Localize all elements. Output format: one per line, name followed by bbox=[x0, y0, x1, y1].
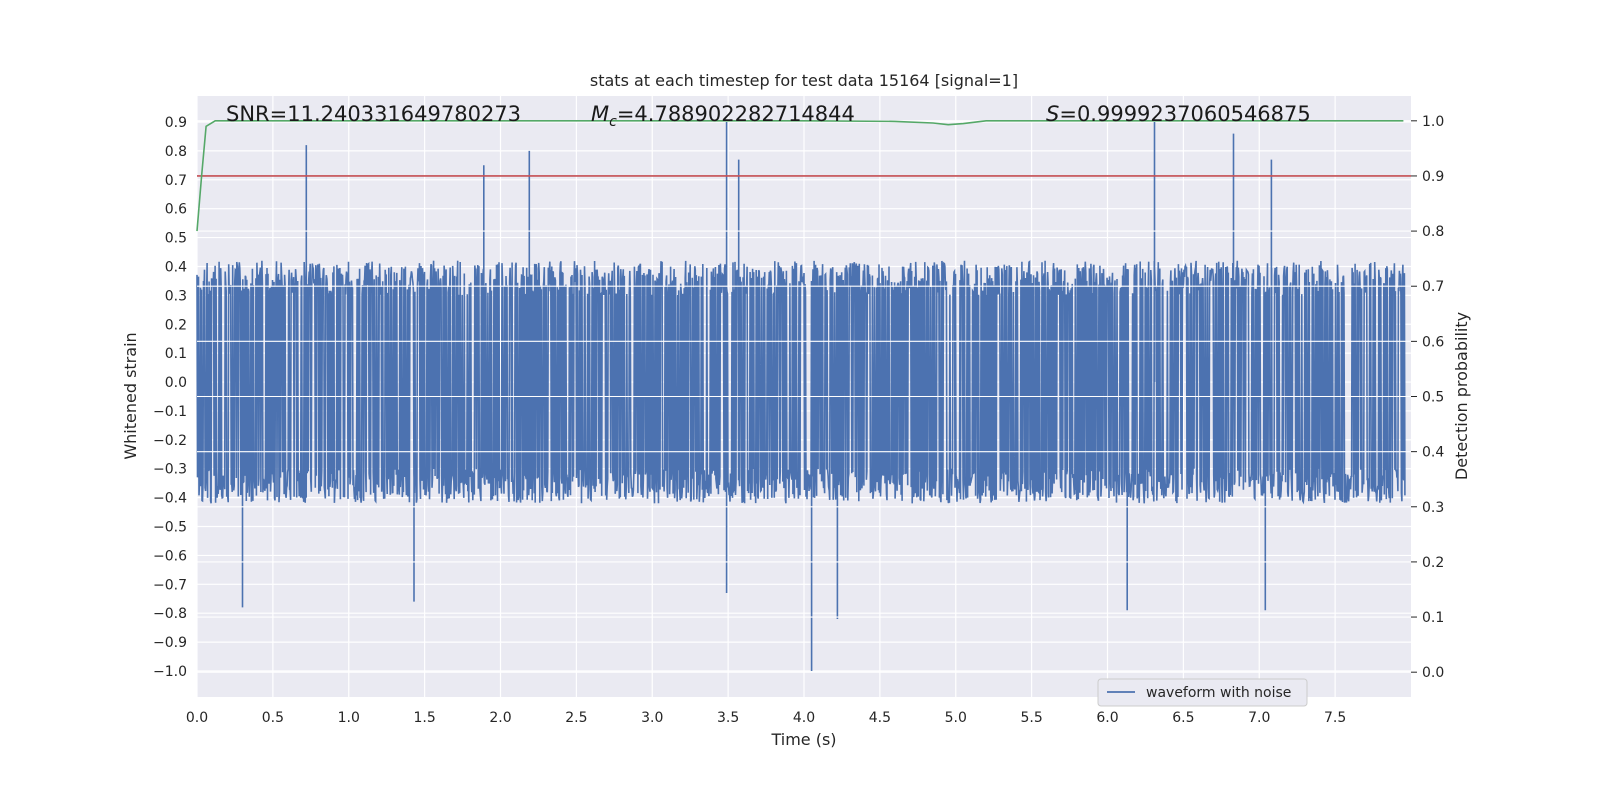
x-axis-label: Time (s) bbox=[770, 730, 836, 749]
x-tick-label: 6.5 bbox=[1172, 710, 1194, 726]
x-tick-label: 7.5 bbox=[1324, 710, 1346, 726]
x-tick-label: 2.5 bbox=[565, 710, 587, 726]
right-y-tick-labels: 0.0 0.1 0.2 0.3 0.4 0.5 0.6 0.7 0.8 0.9 1.0 bbox=[1411, 114, 1444, 681]
left-y-tick-label: −0.5 bbox=[153, 520, 187, 536]
left-y-tick-label: 0.2 bbox=[165, 317, 187, 333]
legend-label: waveform with noise bbox=[1146, 685, 1291, 701]
right-y-axis-label: Detection probability bbox=[1452, 312, 1471, 480]
chirp-mass-annotation: Mc=4.788902282714844 bbox=[591, 102, 855, 130]
x-tick-labels: 0.0 0.5 1.0 1.5 2.0 2.5 3.0 3.5 4.0 4.5 5.0 5.5 6.0 6… bbox=[186, 710, 1346, 726]
right-y-tick-label: 0.1 bbox=[1422, 610, 1444, 626]
detection-statistic-annotation: S=0.9999237060546875 bbox=[1046, 102, 1311, 126]
left-y-tick-label: −1.0 bbox=[153, 664, 187, 680]
left-y-tick-label: −0.1 bbox=[153, 404, 187, 420]
left-y-tick-label: 0.4 bbox=[165, 259, 187, 275]
left-y-tick-labels: 0.9 0.8 0.7 0.6 0.5 0.4 0.3 0.2 0.1 0.0 −0.1 −0.2 −0… bbox=[153, 115, 187, 680]
left-y-axis-label: Whitened strain bbox=[121, 332, 140, 459]
left-y-tick-label: 0.1 bbox=[165, 346, 187, 362]
left-y-tick-label: −0.8 bbox=[153, 606, 187, 622]
right-y-tick-label: 0.7 bbox=[1422, 279, 1444, 295]
left-y-tick-label: −0.7 bbox=[153, 577, 187, 593]
x-tick-label: 4.5 bbox=[869, 710, 891, 726]
left-y-tick-label: 0.3 bbox=[165, 288, 187, 304]
right-y-tick-label: 0.5 bbox=[1422, 390, 1444, 406]
legend-box bbox=[1097, 678, 1308, 707]
right-y-tick-label: 0.0 bbox=[1422, 665, 1444, 681]
snr-annotation: SNR=11.240331649780273 bbox=[226, 102, 521, 126]
right-y-tick-label: 0.6 bbox=[1422, 334, 1444, 350]
left-y-tick-label: 0.8 bbox=[165, 144, 187, 160]
x-tick-label: 4.0 bbox=[793, 710, 815, 726]
legend: waveform with noise bbox=[1097, 678, 1308, 707]
x-tick-label: 3.5 bbox=[717, 710, 739, 726]
x-tick-label: 2.0 bbox=[489, 710, 511, 726]
right-y-tick-label: 0.9 bbox=[1422, 169, 1444, 185]
left-y-tick-label: 0.6 bbox=[165, 202, 187, 218]
left-y-tick-label: 0.9 bbox=[165, 115, 187, 131]
waveform-series bbox=[196, 122, 1406, 671]
detection-probability-line bbox=[196, 120, 1404, 232]
chart-title: stats at each timestep for test data 151… bbox=[590, 71, 1018, 90]
x-tick-label: 0.0 bbox=[186, 710, 208, 726]
x-tick-label: 7.0 bbox=[1248, 710, 1270, 726]
right-y-tick-label: 0.2 bbox=[1422, 555, 1444, 571]
left-y-tick-label: −0.9 bbox=[153, 635, 187, 651]
left-y-tick-label: 0.7 bbox=[165, 173, 187, 189]
right-y-tick-label: 0.8 bbox=[1422, 224, 1444, 240]
right-y-tick-label: 0.4 bbox=[1422, 445, 1444, 461]
x-tick-label: 1.0 bbox=[338, 710, 360, 726]
left-y-tick-label: −0.3 bbox=[153, 462, 187, 478]
left-y-tick-label: −0.6 bbox=[153, 548, 187, 564]
left-y-tick-label: 0.5 bbox=[165, 231, 187, 247]
x-tick-label: 1.5 bbox=[413, 710, 435, 726]
x-tick-label: 6.0 bbox=[1096, 710, 1118, 726]
x-tick-label: 5.0 bbox=[945, 710, 967, 726]
right-y-tick-label: 1.0 bbox=[1422, 114, 1444, 130]
waveform-trace bbox=[196, 122, 1406, 671]
x-tick-label: 5.5 bbox=[1020, 710, 1042, 726]
right-y-tick-label: 0.3 bbox=[1422, 500, 1444, 516]
left-y-tick-label: −0.4 bbox=[153, 491, 187, 507]
left-y-tick-label: −0.2 bbox=[153, 433, 187, 449]
x-tick-label: 3.0 bbox=[641, 710, 663, 726]
left-y-tick-label: 0.0 bbox=[165, 375, 187, 391]
x-tick-label: 0.5 bbox=[262, 710, 284, 726]
